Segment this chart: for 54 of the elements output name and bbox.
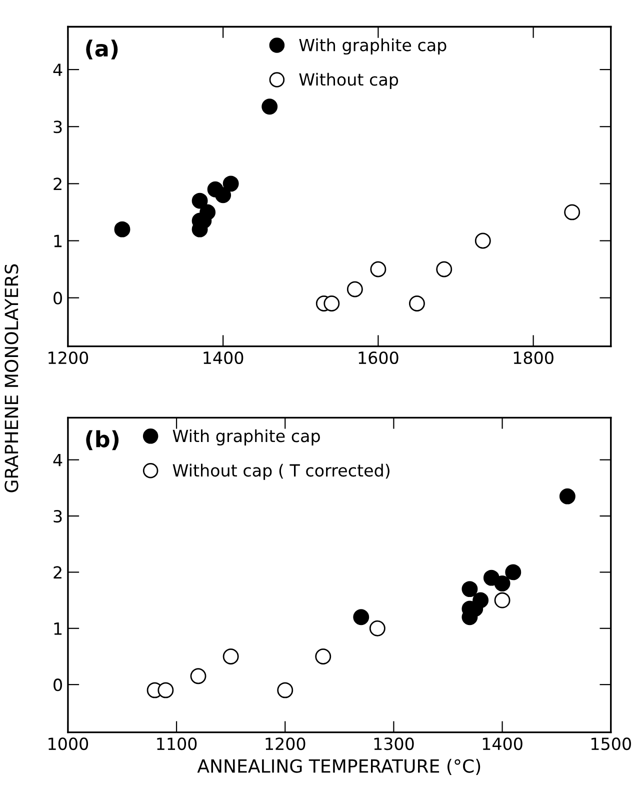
x-tick-label: 1800 bbox=[514, 351, 554, 364]
point bbox=[353, 609, 370, 626]
y-tick-label: 3 bbox=[54, 510, 62, 523]
point bbox=[277, 682, 294, 698]
annotation: (a) bbox=[86, 40, 118, 60]
point bbox=[222, 648, 239, 664]
y-tick-label: 0 bbox=[54, 292, 62, 304]
point bbox=[564, 204, 580, 220]
x-tick-label: 1000 bbox=[48, 737, 88, 750]
x-tick-label: 1200 bbox=[266, 737, 306, 750]
point bbox=[505, 564, 522, 580]
point bbox=[114, 221, 130, 238]
point bbox=[262, 98, 278, 115]
point bbox=[215, 187, 232, 204]
point bbox=[346, 281, 363, 298]
point bbox=[370, 261, 386, 278]
point bbox=[222, 176, 239, 192]
y-tick-label: 4 bbox=[53, 64, 62, 76]
point bbox=[494, 575, 510, 592]
point bbox=[472, 592, 489, 608]
point bbox=[474, 232, 491, 249]
y-tick-label: 4 bbox=[53, 454, 62, 466]
point bbox=[324, 296, 340, 312]
legend-label: With graphite cap bbox=[172, 429, 320, 446]
legend-label: Without cap bbox=[299, 72, 398, 90]
x-tick-label: 1400 bbox=[482, 737, 522, 750]
point bbox=[315, 648, 332, 664]
point bbox=[158, 682, 174, 698]
point bbox=[494, 592, 510, 608]
x-tick-label: 1300 bbox=[374, 737, 414, 750]
point bbox=[559, 488, 576, 504]
y-tick-label: 1 bbox=[54, 622, 62, 635]
x-tick-label: 1200 bbox=[48, 351, 88, 364]
legend-label: With graphite cap bbox=[299, 38, 446, 55]
x-tick-label: 1500 bbox=[591, 737, 631, 750]
point bbox=[408, 296, 425, 312]
point bbox=[462, 581, 478, 598]
y-tick-label: 1 bbox=[54, 234, 62, 248]
x-tick-label: 1600 bbox=[358, 351, 398, 364]
y-tick-label: 0 bbox=[54, 678, 62, 692]
x-tick-label: 1100 bbox=[157, 737, 197, 750]
x-axis-title: ANNEALING TEMPERATURE (°C) bbox=[197, 758, 480, 775]
point bbox=[369, 620, 386, 636]
point bbox=[200, 204, 216, 220]
y-tick-label: 2 bbox=[54, 566, 62, 579]
legend-label: Without cap ( T corrected) bbox=[172, 464, 390, 480]
point bbox=[436, 261, 452, 278]
y-tick-label: 2 bbox=[54, 178, 62, 190]
point bbox=[190, 668, 206, 684]
y-axis-title: GRAPHENE MONOLAYERS bbox=[4, 264, 18, 492]
annotation: (b) bbox=[86, 430, 119, 450]
x-tick-label: 1400 bbox=[204, 351, 244, 364]
y-tick-label: 3 bbox=[54, 120, 62, 134]
point bbox=[192, 192, 208, 209]
